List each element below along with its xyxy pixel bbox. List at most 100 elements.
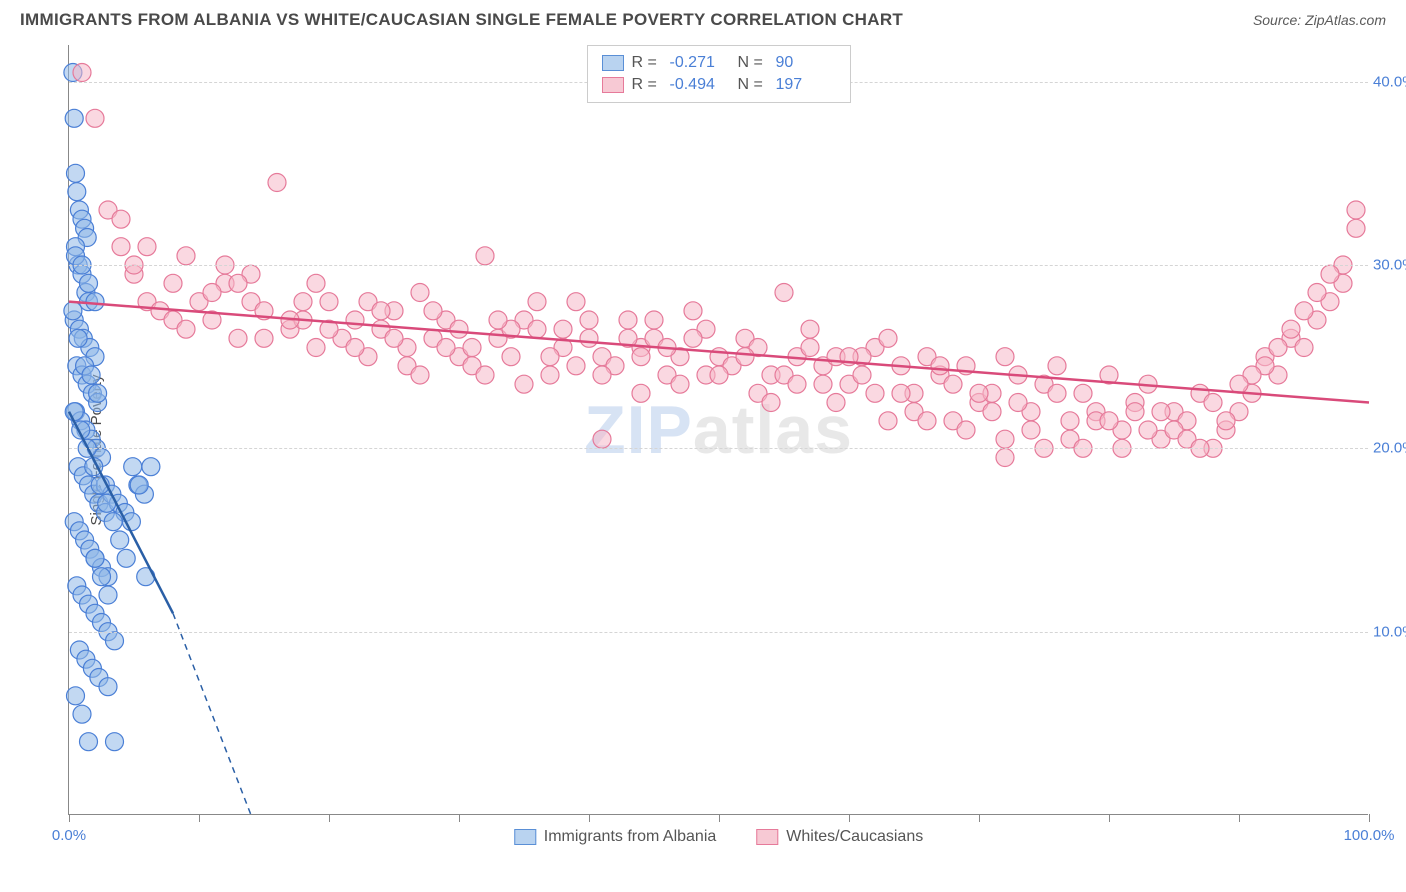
data-point [593, 366, 611, 384]
data-point [73, 64, 91, 82]
legend-r-label: R = [632, 76, 662, 94]
x-tick [589, 814, 590, 822]
y-tick-label: 20.0% [1373, 440, 1406, 457]
data-point [69, 329, 87, 347]
data-point [1321, 265, 1339, 283]
data-point [1100, 412, 1118, 430]
data-point [307, 339, 325, 357]
data-point [983, 403, 1001, 421]
data-point [970, 384, 988, 402]
data-point [580, 329, 598, 347]
trend-line-extrapolation [173, 613, 251, 815]
data-point [346, 311, 364, 329]
data-point [1230, 375, 1248, 393]
data-point [1347, 219, 1365, 237]
data-point [86, 293, 104, 311]
data-point [957, 421, 975, 439]
header: IMMIGRANTS FROM ALBANIA VS WHITE/CAUCASI… [0, 0, 1406, 35]
data-point [294, 293, 312, 311]
grid-line [69, 448, 1368, 449]
data-point [1269, 339, 1287, 357]
legend-r-value: -0.271 [670, 54, 730, 72]
data-point [1295, 302, 1313, 320]
chart-container: Single Female Poverty ZIPatlas R =-0.271… [13, 35, 1393, 865]
legend-n-value: 90 [776, 54, 836, 72]
data-point [93, 568, 111, 586]
data-point [124, 458, 142, 476]
data-point [67, 164, 85, 182]
data-point [99, 678, 117, 696]
data-point [1139, 421, 1157, 439]
data-point [106, 733, 124, 751]
x-tick [199, 814, 200, 822]
data-point [736, 348, 754, 366]
data-point [86, 549, 104, 567]
data-point [762, 394, 780, 412]
legend-swatch [602, 55, 624, 71]
data-point [1308, 284, 1326, 302]
legend-swatch [514, 829, 536, 845]
data-point [918, 412, 936, 430]
data-point [892, 384, 910, 402]
data-point [528, 293, 546, 311]
data-point [541, 348, 559, 366]
data-point [879, 329, 897, 347]
x-tick [459, 814, 460, 822]
data-point [1009, 394, 1027, 412]
data-point [112, 210, 130, 228]
data-point [177, 247, 195, 265]
data-point [346, 339, 364, 357]
data-point [1347, 201, 1365, 219]
data-point [476, 366, 494, 384]
x-tick [1239, 814, 1240, 822]
data-point [80, 274, 98, 292]
data-point [424, 302, 442, 320]
data-point [106, 632, 124, 650]
legend-n-value: 197 [776, 76, 836, 94]
data-point [580, 311, 598, 329]
data-point [86, 109, 104, 127]
data-point [130, 476, 148, 494]
data-point [411, 366, 429, 384]
data-point [372, 302, 390, 320]
data-point [99, 586, 117, 604]
legend-n-label: N = [738, 54, 768, 72]
x-tick-label: 100.0% [1344, 827, 1395, 844]
data-point [671, 375, 689, 393]
data-point [996, 348, 1014, 366]
data-point [684, 329, 702, 347]
data-point [996, 430, 1014, 448]
grid-line [69, 632, 1368, 633]
legend-n-label: N = [738, 76, 768, 94]
data-point [567, 357, 585, 375]
legend-r-value: -0.494 [670, 76, 730, 94]
data-point [411, 284, 429, 302]
legend-row: R = -0.494 N = 197 [602, 74, 836, 96]
data-point [788, 375, 806, 393]
x-tick [1109, 814, 1110, 822]
data-point [866, 384, 884, 402]
x-tick [979, 814, 980, 822]
legend-swatch [602, 77, 624, 93]
x-tick [1369, 814, 1370, 822]
data-point [203, 284, 221, 302]
correlation-legend: R = -0.271 N = 90 R = -0.494 N = 197 [587, 45, 851, 103]
data-point [1048, 384, 1066, 402]
trend-line [69, 302, 1369, 403]
series-legend-item: Immigrants from Albania [514, 828, 717, 846]
data-point [142, 458, 160, 476]
data-point [437, 339, 455, 357]
data-point [268, 174, 286, 192]
legend-r-label: R = [632, 54, 662, 72]
data-point [827, 394, 845, 412]
data-point [632, 348, 650, 366]
y-tick-label: 40.0% [1373, 73, 1406, 90]
data-point [385, 329, 403, 347]
data-point [528, 320, 546, 338]
data-point [801, 320, 819, 338]
data-point [476, 247, 494, 265]
data-point [164, 274, 182, 292]
data-point [68, 183, 86, 201]
data-point [814, 375, 832, 393]
data-point [104, 513, 122, 531]
